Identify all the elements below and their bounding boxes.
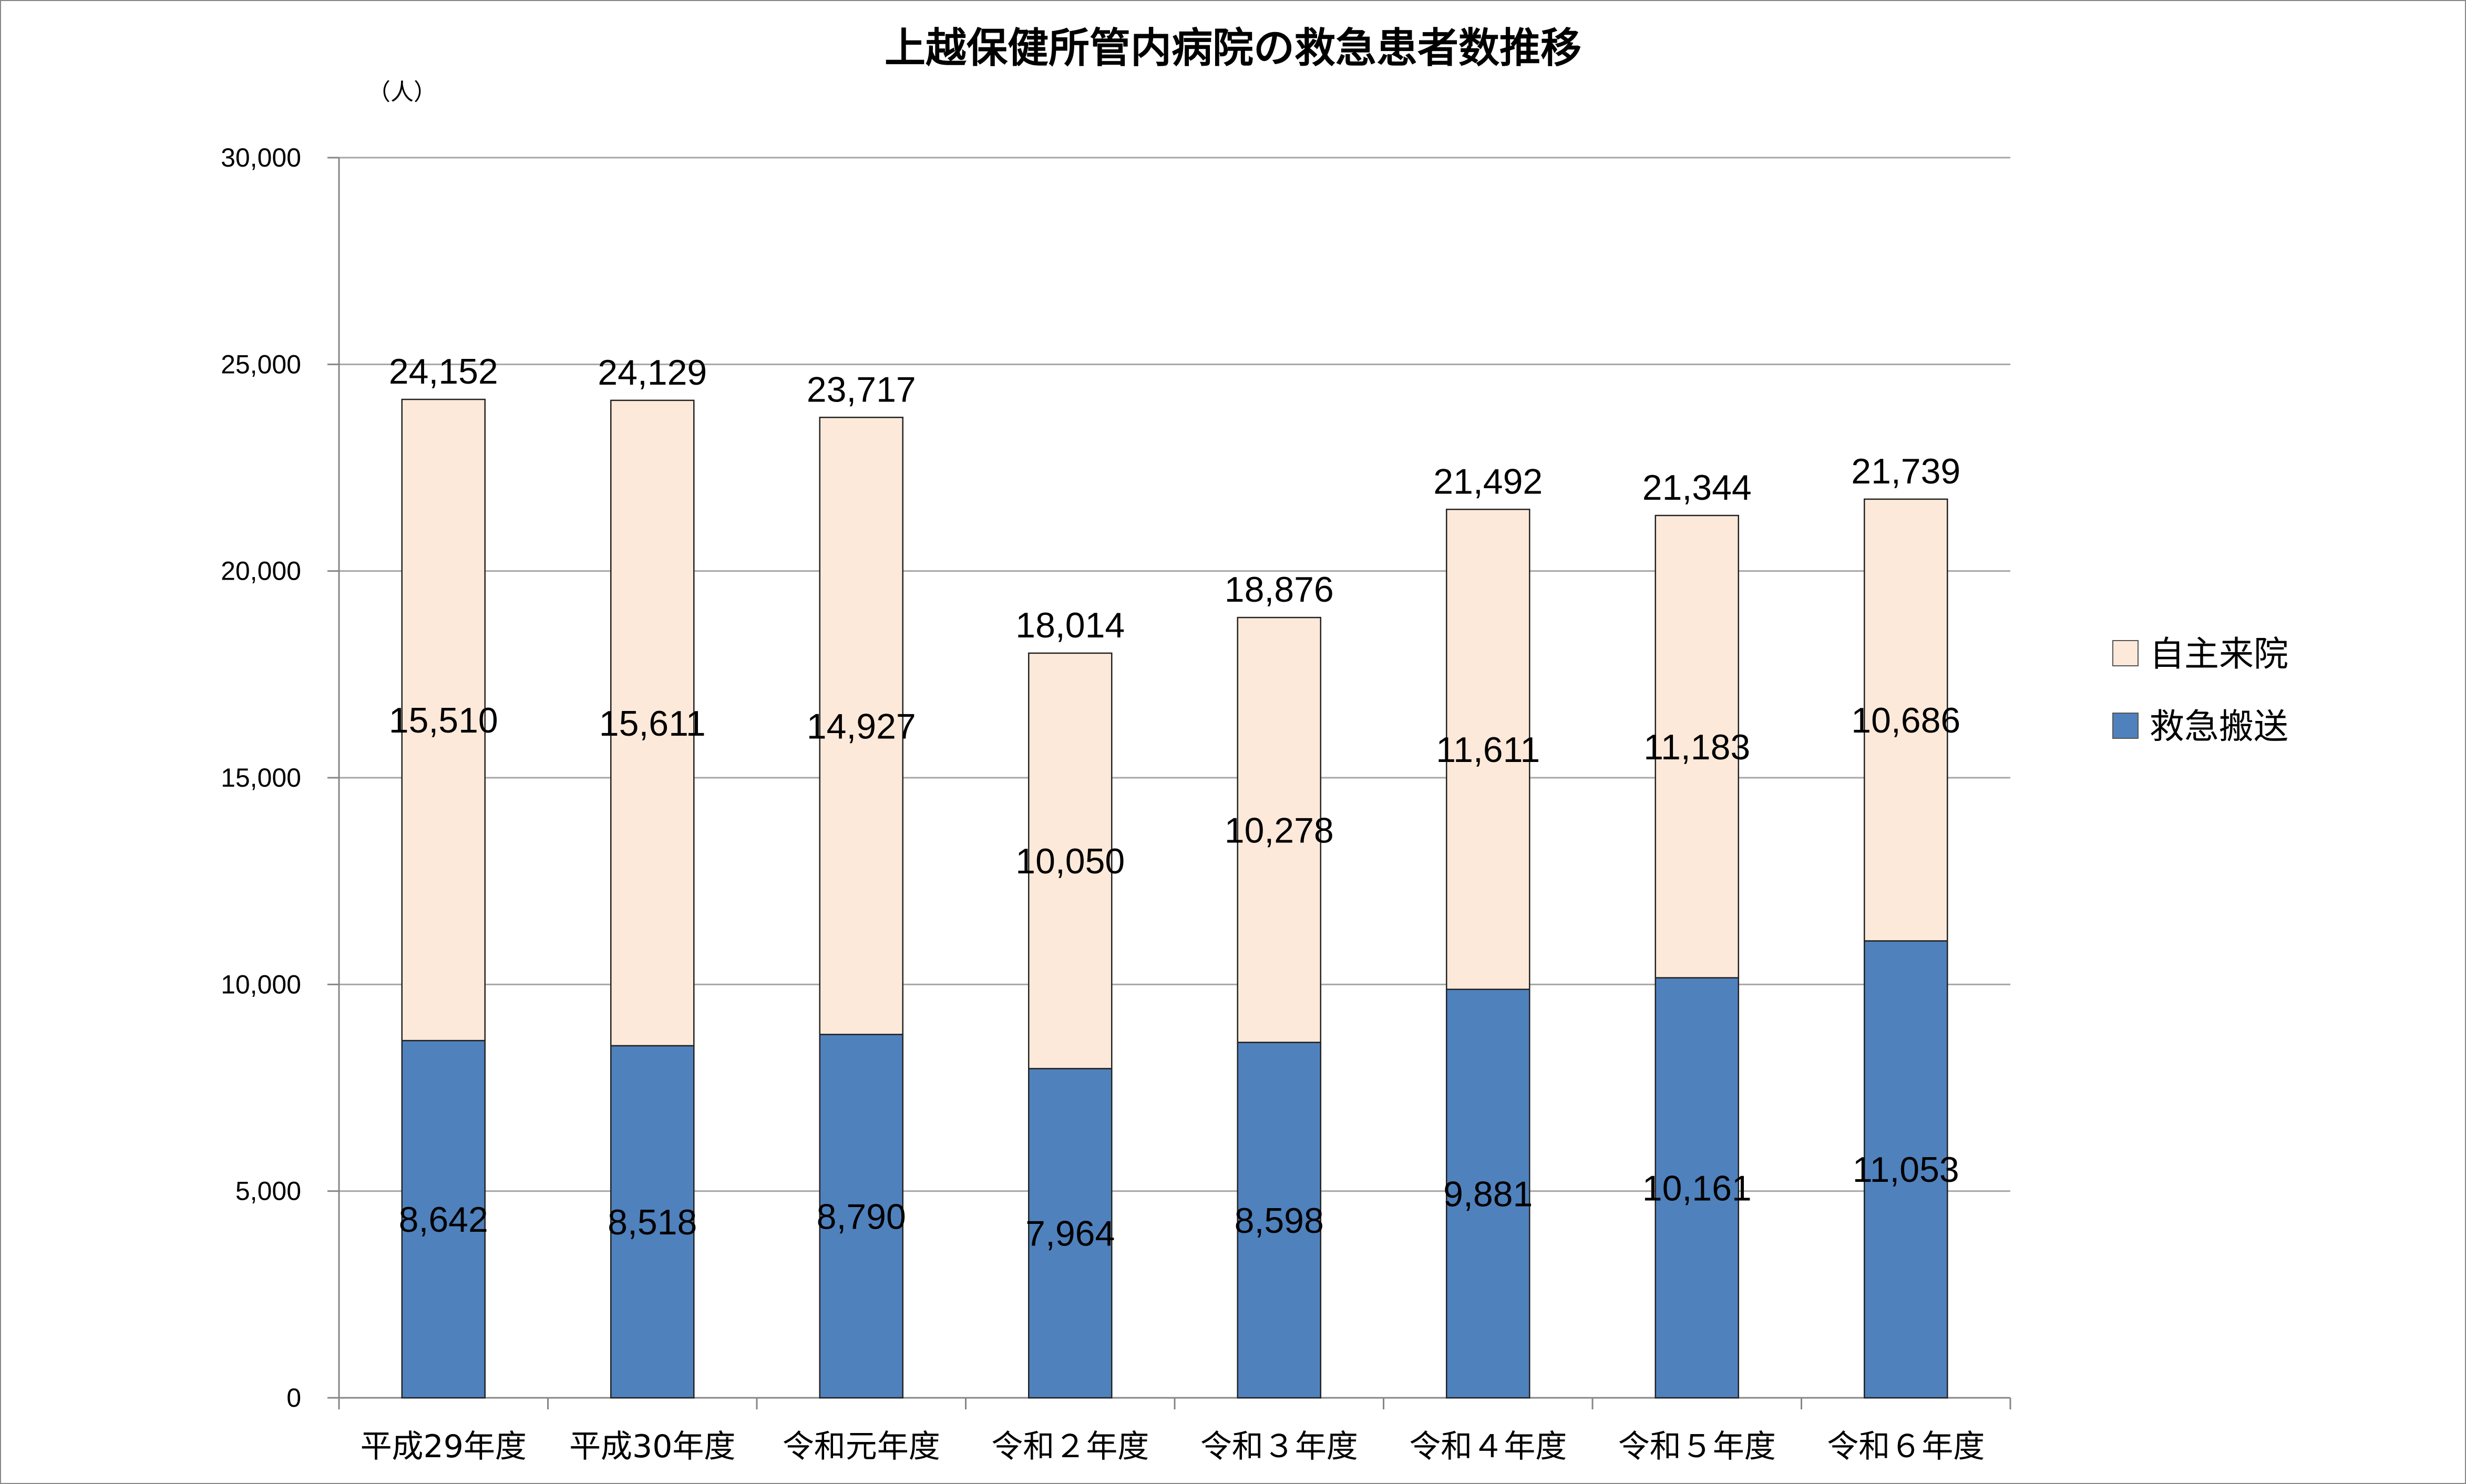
bar-segment-walkin [610, 399, 695, 1047]
bar-segment-walkin [1655, 514, 1739, 978]
x-tick-label: 平成30年度 [569, 1428, 735, 1465]
data-label-ambulance: 8,790 [817, 1197, 906, 1236]
axes: 0 5,000 10,000 15,000 20,000 25,000 30,000 平成29… [221, 143, 2011, 1465]
y-tick-label: 20,000 [221, 556, 301, 586]
bar-segment-walkin [401, 398, 486, 1042]
bar-segment-walkin [1864, 498, 1948, 942]
bar-segment-ambulance [1028, 1068, 1113, 1399]
y-tick-label: 5,000 [235, 1177, 301, 1206]
legend-swatch [2112, 713, 2139, 739]
data-label-walkin: 10,686 [1851, 700, 1960, 740]
bar-segment-ambulance [1446, 988, 1530, 1399]
data-label-total: 21,739 [1851, 451, 1960, 491]
data-label-walkin: 14,927 [807, 706, 916, 746]
bar-segment-ambulance [610, 1045, 695, 1399]
bar-segment-walkin [1237, 616, 1321, 1043]
data-label-ambulance: 10,161 [1642, 1168, 1752, 1208]
data-label-total: 21,492 [1433, 461, 1543, 501]
data-label-walkin: 15,510 [389, 700, 498, 740]
x-tick-label: 令和元年度 [783, 1428, 940, 1465]
legend-label: 救急搬送 [2150, 706, 2288, 747]
data-label-total: 24,129 [598, 353, 707, 393]
data-label-ambulance: 9,881 [1443, 1174, 1533, 1214]
data-label-walkin: 15,611 [599, 704, 706, 744]
data-label-ambulance: 8,642 [399, 1200, 488, 1240]
data-label-total: 18,876 [1225, 570, 1334, 610]
x-tick-label: 平成29年度 [361, 1428, 527, 1465]
data-label-walkin: 10,278 [1225, 810, 1334, 850]
data-label-total: 23,717 [807, 369, 916, 409]
data-label-walkin: 10,050 [1015, 841, 1125, 881]
data-label-ambulance: 7,964 [1025, 1214, 1115, 1254]
bar-segment-ambulance [1655, 977, 1739, 1399]
x-tick-label: 令和３年度 [1200, 1428, 1358, 1465]
bars [401, 398, 1948, 1399]
y-tick-label: 30,000 [221, 143, 301, 172]
x-tick-label: 令和４年度 [1409, 1428, 1567, 1465]
bar-segment-walkin [1028, 652, 1113, 1069]
x-tick-label: 令和２年度 [991, 1428, 1149, 1465]
data-label-walkin: 11,183 [1643, 727, 1750, 767]
y-axis-unit-label: （人） [367, 79, 437, 106]
chart-title: 上越保健所管内病院の救急患者数推移 [885, 25, 1581, 72]
bar-segment-walkin [819, 417, 903, 1035]
x-tick-label: 令和６年度 [1827, 1428, 1985, 1465]
data-label-ambulance: 8,518 [608, 1202, 697, 1242]
bar-segment-ambulance [401, 1039, 486, 1399]
y-tick-label: 15,000 [221, 763, 301, 792]
x-tick-label: 令和５年度 [1618, 1428, 1776, 1465]
data-label-total: 21,344 [1642, 468, 1752, 508]
data-label-total: 24,152 [389, 352, 498, 391]
bar-segment-ambulance [819, 1034, 903, 1399]
y-tick-label: 10,000 [221, 970, 301, 999]
data-label-walkin: 11,611 [1436, 730, 1540, 770]
data-labels: 8,642 15,510 24,152 8,518 15,611 24,129 8,790 1… [389, 352, 1960, 1254]
bar-segment-ambulance [1864, 940, 1948, 1399]
legend-swatch [2112, 640, 2139, 666]
y-tick-label: 25,000 [221, 349, 301, 379]
legend-label: 自主来院 [2150, 634, 2288, 674]
bar-segment-walkin [1446, 509, 1530, 990]
data-label-ambulance: 11,053 [1853, 1150, 1959, 1190]
bar-segment-ambulance [1237, 1042, 1321, 1399]
data-label-ambulance: 8,598 [1235, 1201, 1324, 1241]
data-label-total: 18,014 [1015, 605, 1125, 645]
y-tick-label: 0 [286, 1383, 301, 1413]
